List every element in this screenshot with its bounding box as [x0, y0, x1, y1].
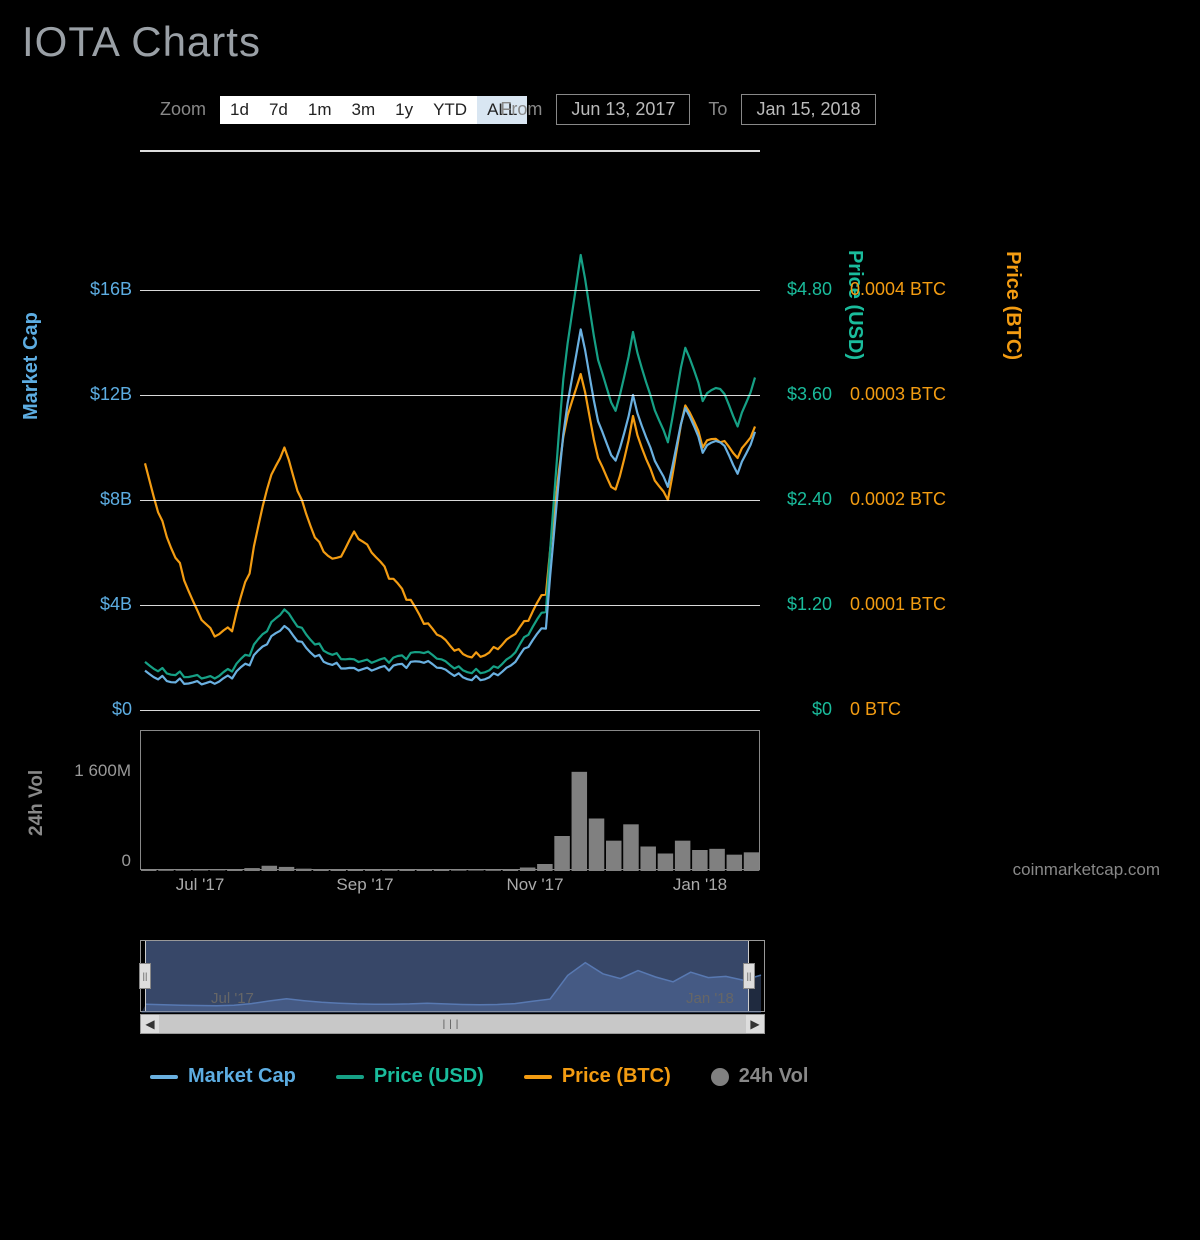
zoom-button-7d[interactable]: 7d: [259, 96, 298, 124]
zoom-button-1y[interactable]: 1y: [385, 96, 423, 124]
from-label: From: [500, 99, 542, 120]
y-right-btc-tick: 0.0002 BTC: [850, 489, 990, 510]
legend-item[interactable]: Price (BTC): [524, 1065, 671, 1088]
scroll-right-icon[interactable]: ▶: [746, 1015, 764, 1033]
x-axis-tick: Sep '17: [336, 875, 393, 895]
attribution-text: coinmarketcap.com: [1013, 860, 1160, 880]
axis-title-volume: 24h Vol: [26, 770, 48, 836]
navigator-scrollbar[interactable]: ◀ ||| ▶: [140, 1014, 765, 1034]
navigator-handle-right[interactable]: ||: [743, 963, 755, 989]
gridline: [140, 710, 760, 711]
zoom-button-1m[interactable]: 1m: [298, 96, 342, 124]
y-left-tick: $4B: [80, 594, 132, 615]
legend-label: Price (USD): [374, 1065, 484, 1088]
to-date-input[interactable]: Jan 15, 2018: [741, 94, 875, 125]
zoom-label: Zoom: [160, 99, 206, 120]
to-label: To: [708, 99, 727, 120]
y-right-usd-tick: $3.60: [787, 384, 832, 405]
legend-item[interactable]: Market Cap: [150, 1065, 296, 1088]
main-chart[interactable]: Market Cap Price (USD) Price (BTC) $0$00…: [140, 150, 760, 720]
legend-swatch-line: [150, 1075, 178, 1079]
zoom-button-1d[interactable]: 1d: [220, 96, 259, 124]
zoom-button-ytd[interactable]: YTD: [423, 96, 477, 124]
y-left-tick: $12B: [80, 384, 132, 405]
scroll-left-icon[interactable]: ◀: [141, 1015, 159, 1033]
chart-legend: Market Cap Price (USD) Price (BTC) 24h Vol: [150, 1065, 808, 1088]
vol-y-tick: 0: [61, 851, 131, 871]
legend-label: 24h Vol: [739, 1065, 809, 1088]
x-axis-tick: Jan '18: [673, 875, 727, 895]
axis-title-price-btc: Price (BTC): [1001, 251, 1024, 360]
y-right-usd-tick: $2.40: [787, 489, 832, 510]
y-right-usd-tick: $1.20: [787, 594, 832, 615]
volume-chart-svg: [141, 731, 761, 871]
navigator-x-label: Jul '17: [211, 990, 254, 1007]
legend-swatch-line: [336, 1075, 364, 1079]
x-axis-tick: Jul '17: [176, 875, 225, 895]
from-date-input[interactable]: Jun 13, 2017: [556, 94, 690, 125]
y-left-tick: $8B: [80, 489, 132, 510]
zoom-controls: Zoom 1d7d1m3m1yYTDALL From Jun 13, 2017 …: [160, 94, 1200, 125]
vol-y-tick: 1 600M: [61, 761, 131, 781]
legend-swatch-line: [524, 1075, 552, 1079]
navigator-x-label: Jan '18: [686, 990, 734, 1007]
gridline: [140, 605, 760, 606]
legend-label: Market Cap: [188, 1065, 296, 1088]
y-left-tick: $16B: [80, 279, 132, 300]
y-right-usd-tick: $4.80: [787, 279, 832, 300]
scrollbar-grip-icon[interactable]: |||: [159, 1019, 746, 1030]
legend-item[interactable]: Price (USD): [336, 1065, 484, 1088]
volume-chart[interactable]: 24h Vol 01 600M: [140, 730, 760, 870]
y-right-btc-tick: 0.0004 BTC: [850, 279, 990, 300]
zoom-button-3m[interactable]: 3m: [341, 96, 385, 124]
legend-item[interactable]: 24h Vol: [711, 1065, 809, 1088]
axis-title-market-cap: Market Cap: [20, 312, 43, 420]
y-right-usd-tick: $0: [812, 699, 832, 720]
axis-title-price-usd: Price (USD): [843, 250, 866, 360]
range-navigator[interactable]: || || Jul '17 Jan '18: [140, 940, 765, 1012]
y-right-btc-tick: 0.0003 BTC: [850, 384, 990, 405]
y-right-btc-tick: 0 BTC: [850, 699, 990, 720]
page-title: IOTA Charts: [0, 0, 1200, 66]
navigator-handle-left[interactable]: ||: [139, 963, 151, 989]
y-right-btc-tick: 0.0001 BTC: [850, 594, 990, 615]
main-chart-svg: [140, 150, 760, 720]
legend-swatch-dot: [711, 1068, 729, 1086]
gridline: [140, 395, 760, 396]
legend-label: Price (BTC): [562, 1065, 671, 1088]
gridline: [140, 290, 760, 291]
x-axis-tick: Nov '17: [506, 875, 563, 895]
gridline: [140, 500, 760, 501]
y-left-tick: $0: [80, 699, 132, 720]
